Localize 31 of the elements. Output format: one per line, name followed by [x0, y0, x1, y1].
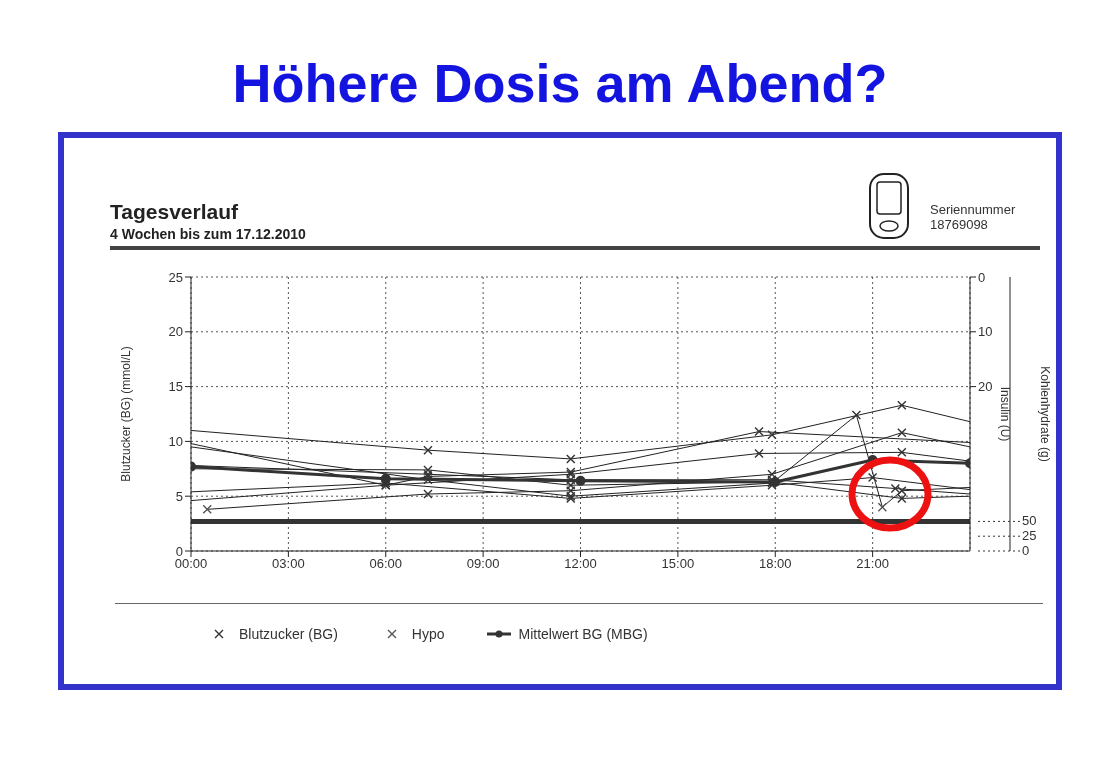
y-tick-label: 25 — [168, 269, 183, 285]
x-tick-label: 21:00 — [856, 556, 889, 572]
x-tick-label: 09:00 — [466, 556, 500, 572]
text: 18769098 — [930, 217, 988, 232]
y-tick-label: 5 — [175, 488, 183, 504]
chart-subtitle: Tagesverlauf — [110, 200, 238, 224]
x-tick-label: 00:00 — [174, 556, 208, 572]
chart-title: Höhere Dosis am Abend? — [231, 52, 889, 114]
y-tick-label: 10 — [168, 434, 183, 450]
y3-axis-title: Kohlenhydrate (g) — [1037, 366, 1052, 462]
y2-tick-label: 0 — [978, 269, 986, 285]
x-tick-label: 06:00 — [369, 556, 403, 572]
x-tick-label: 03:00 — [272, 556, 305, 572]
text: Seriennummer — [930, 202, 1016, 217]
legend-label: Mittelwert BG (MBG) — [517, 626, 648, 642]
legend-label: Blutzucker (BG) — [238, 626, 338, 642]
legend-label: Hypo — [410, 626, 445, 642]
x-tick-label: 12:00 — [564, 556, 597, 572]
y2-tick-label: 10 — [978, 324, 993, 340]
y-axis-title: Blutzucker (BG) (mmol/L) — [119, 346, 134, 482]
y-tick-label: 0 — [175, 543, 183, 559]
y-tick-label: 20 — [168, 324, 183, 340]
y2-axis-title: Insulin (U) — [997, 386, 1012, 442]
x-tick-label: 18:00 — [758, 556, 792, 572]
text: 4 Wochen bis zum 17.12.2010 — [110, 226, 306, 242]
y3-tick-label: 0 — [1022, 543, 1030, 558]
y2-tick-label: 20 — [978, 379, 993, 395]
x-tick-label: 15:00 — [661, 556, 695, 572]
y3-tick-label: 50 — [1022, 513, 1037, 529]
y-tick-label: 15 — [168, 379, 183, 395]
y3-tick-label: 25 — [1022, 528, 1037, 544]
